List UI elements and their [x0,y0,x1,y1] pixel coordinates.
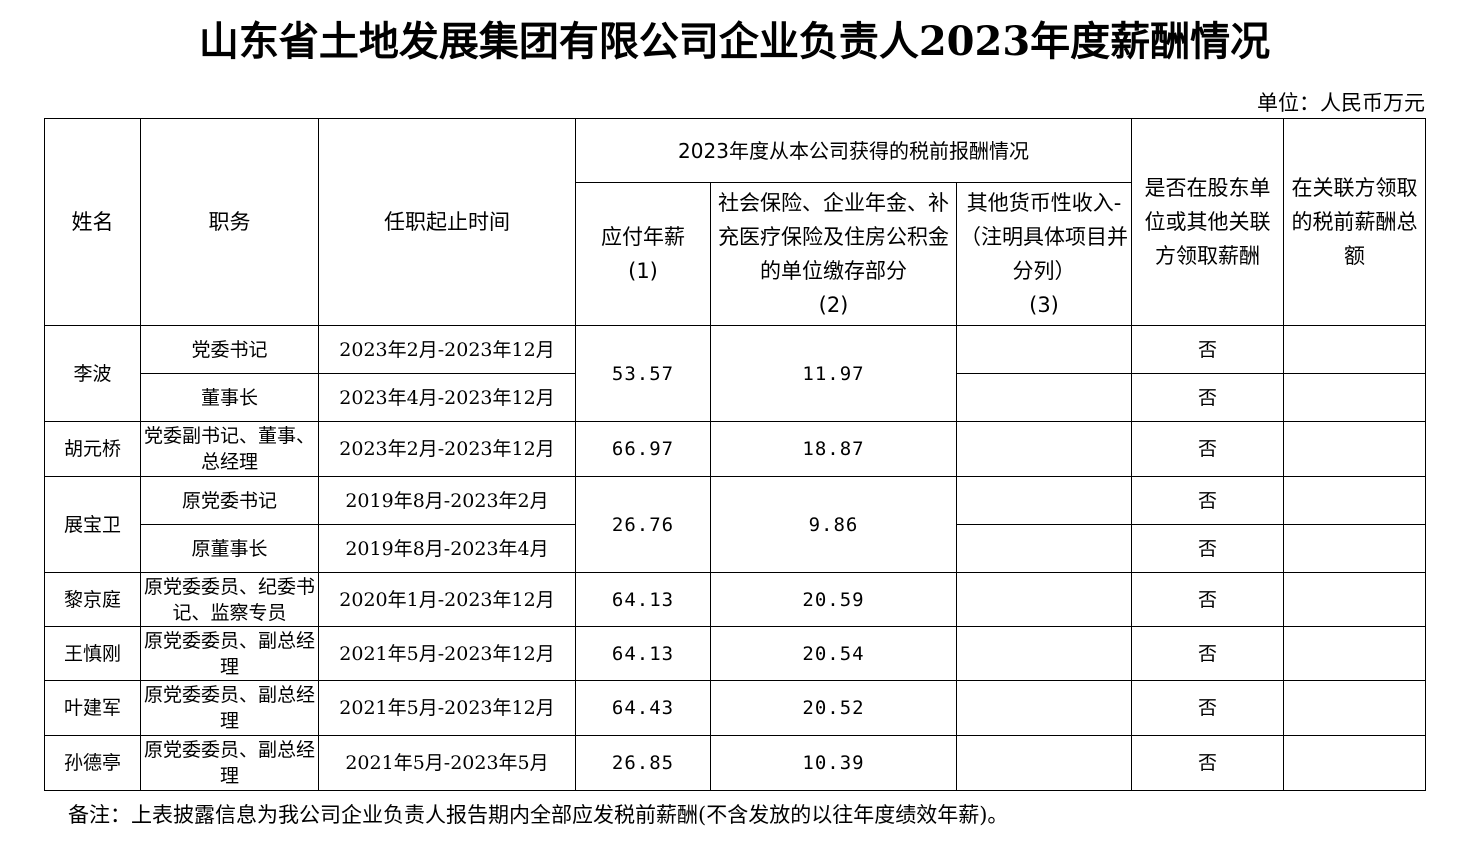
cell-shareholder: 否 [1131,325,1285,374]
cell-related [1283,421,1427,477]
header-other-label: 其他货币性收入-（注明具体项目并分列） [960,191,1128,283]
header-row-1: 姓名 职务 任职起止时间 2023年度从本公司获得的税前报酬情况 是否在股东单位… [44,118,1427,326]
cell-position: 原党委委员、副总经理 [140,626,319,681]
cell-name: 黎京庭 [44,572,141,627]
cell-related [1283,626,1427,681]
header-salary: 应付年薪 (1) [575,182,711,326]
header-other-index: (3) [1029,293,1059,317]
cell-name: 叶建军 [44,680,141,736]
unit-label: 单位：人民币万元 [1257,91,1425,115]
cell-salary: 64.13 [575,572,711,627]
cell-shareholder: 否 [1131,476,1285,525]
cell-name: 展宝卫 [44,476,141,573]
cell-position: 党委副书记、董事、总经理 [140,421,319,477]
cell-position: 董事长 [140,373,319,422]
cell-other [955,680,1133,736]
cell-related [1283,524,1427,573]
cell-shareholder: 否 [1131,421,1285,477]
cell-position: 原董事长 [140,524,319,573]
header-salary-index: (1) [628,259,658,283]
cell-insurance: 20.52 [710,680,957,736]
header-position: 职务 [140,118,319,326]
table-row: 胡元桥 党委副书记、董事、总经理 2023年2月-2023年12月 66.97 … [44,421,1427,477]
cell-term: 2023年4月-2023年12月 [318,373,576,422]
cell-shareholder: 否 [1131,572,1285,627]
cell-shareholder: 否 [1131,735,1285,791]
table-row: 李波 党委书记 2023年2月-2023年12月 53.57 11.97 否 [44,325,1427,422]
cell-term: 2020年1月-2023年12月 [318,572,576,627]
header-insurance-label: 社会保险、企业年金、补充医疗保险及住房公积金的单位缴存部分 [718,191,949,283]
cell-position: 原党委委员、副总经理 [140,680,319,736]
table-row: 孙德亭 原党委委员、副总经理 2021年5月-2023年5月 26.85 10.… [44,735,1427,791]
header-salary-label: 应付年薪 [601,225,685,249]
cell-related [1283,735,1427,791]
header-related-total: 在关联方领取的税前薪酬总额 [1283,118,1427,326]
header-insurance-index: (2) [818,293,849,317]
cell-insurance: 20.59 [710,572,957,627]
cell-term: 2021年5月-2023年12月 [318,680,576,736]
cell-insurance: 18.87 [710,421,957,477]
cell-other [955,626,1133,681]
cell-salary: 26.85 [575,735,711,791]
cell-other [955,373,1133,422]
header-insurance: 社会保险、企业年金、补充医疗保险及住房公积金的单位缴存部分 (2) [710,182,957,326]
cell-insurance: 20.54 [710,626,957,681]
cell-term: 2021年5月-2023年12月 [318,626,576,681]
cell-position: 原党委委员、副总经理 [140,735,319,791]
cell-term: 2023年2月-2023年12月 [318,325,576,374]
table-row: 原董事长 2019年8月-2023年4月 否 [45,524,1427,573]
page-title: 山东省土地发展集团有限公司企业负责人2023年度薪酬情况 [198,18,1271,65]
header-name: 姓名 [44,118,141,326]
cell-term: 2023年2月-2023年12月 [318,421,576,477]
cell-related [1283,325,1427,374]
cell-salary: 26.76 [575,476,711,573]
cell-term: 2019年8月-2023年4月 [318,524,576,573]
cell-insurance: 11.97 [710,325,957,422]
cell-name: 王慎刚 [44,626,141,681]
cell-other [955,524,1133,573]
cell-related [1283,476,1427,525]
cell-insurance: 9.86 [710,476,957,573]
cell-term: 2019年8月-2023年2月 [318,476,576,525]
cell-name: 李波 [44,325,141,422]
cell-salary: 66.97 [575,421,711,477]
header-pretax-group: 2023年度从本公司获得的税前报酬情况 [574,118,1133,183]
cell-salary: 53.57 [575,325,711,422]
cell-salary: 64.43 [575,680,711,736]
cell-shareholder: 否 [1131,680,1285,736]
cell-term: 2021年5月-2023年5月 [318,735,576,791]
header-other: 其他货币性收入-（注明具体项目并分列） (3) [955,182,1133,326]
cell-other [955,325,1133,374]
footnote: 备注：上表披露信息为我公司企业负责人报告期内全部应发税前薪酬(不含发放的以往年度… [68,803,1009,827]
cell-other [955,735,1133,791]
cell-shareholder: 否 [1131,626,1285,681]
table-row: 展宝卫 原党委书记 2019年8月-2023年2月 26.76 9.86 否 [44,476,1427,573]
cell-other [955,572,1133,627]
cell-name: 胡元桥 [44,421,141,477]
cell-related [1283,680,1427,736]
cell-position: 原党委委员、纪委书记、监察专员 [140,572,319,627]
table-row: 王慎刚 原党委委员、副总经理 2021年5月-2023年12月 64.13 20… [44,626,1427,681]
cell-other [955,421,1133,477]
cell-position: 原党委书记 [140,476,319,525]
cell-position: 党委书记 [140,325,319,374]
cell-insurance: 10.39 [710,735,957,791]
cell-name: 孙德亭 [44,735,141,791]
header-shareholder: 是否在股东单位或其他关联方领取薪酬 [1131,118,1285,326]
header-term: 任职起止时间 [318,118,576,326]
cell-shareholder: 否 [1131,524,1285,573]
cell-other [955,476,1133,525]
cell-shareholder: 否 [1131,373,1285,422]
table-row: 叶建军 原党委委员、副总经理 2021年5月-2023年12月 64.43 20… [44,680,1427,736]
table-row: 黎京庭 原党委委员、纪委书记、监察专员 2020年1月-2023年12月 64.… [44,572,1427,627]
compensation-table: 姓名 职务 任职起止时间 2023年度从本公司获得的税前报酬情况 是否在股东单位… [44,118,1427,791]
cell-related [1283,373,1427,422]
cell-salary: 64.13 [575,626,711,681]
cell-related [1283,572,1427,627]
